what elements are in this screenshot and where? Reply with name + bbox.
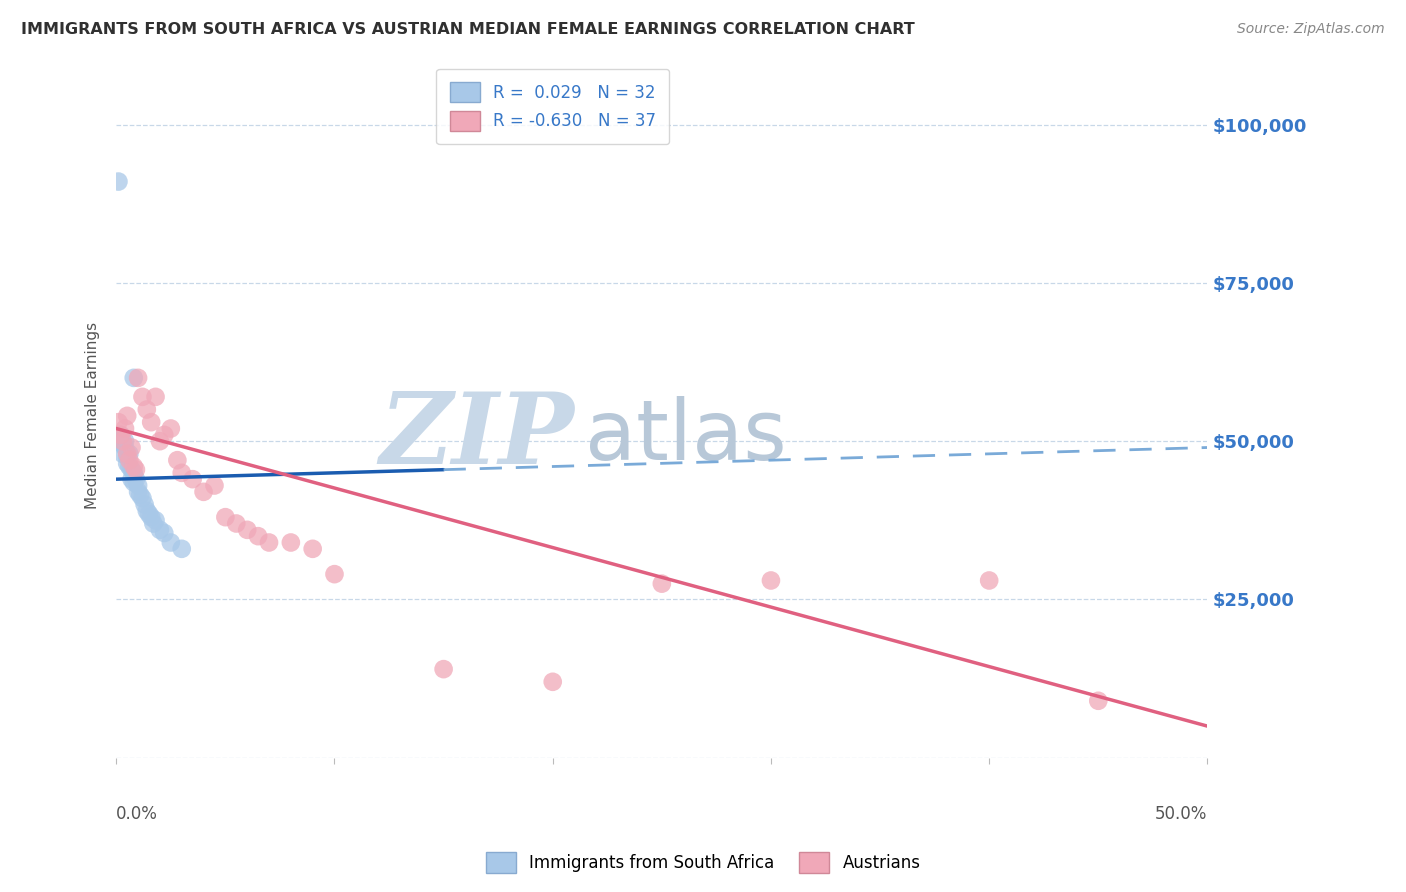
Point (127, 484, 149, 499)
Point (127, 371, 149, 385)
Point (759, 574, 782, 588)
Point (122, 475, 145, 490)
Point (225, 516, 247, 531)
Point (111, 437, 134, 451)
Point (125, 472, 148, 486)
Point (138, 507, 160, 521)
Point (1087, 694, 1109, 708)
Point (122, 459, 145, 474)
Point (118, 459, 141, 474)
Point (121, 463, 143, 477)
Point (107, 175, 129, 189)
Point (110, 427, 132, 442)
Point (301, 541, 323, 556)
Point (247, 529, 270, 543)
Point (110, 434, 132, 449)
Point (145, 390, 167, 404)
Point (118, 447, 141, 461)
Point (107, 434, 129, 449)
Point (170, 541, 193, 556)
Point (141, 510, 163, 524)
Point (134, 498, 156, 512)
Point (159, 421, 181, 435)
Point (110, 427, 132, 442)
Point (142, 516, 165, 531)
Point (280, 535, 302, 549)
Point (111, 447, 134, 461)
Point (115, 447, 138, 461)
Point (107, 415, 129, 429)
Point (170, 466, 193, 480)
Point (121, 472, 143, 486)
Point (131, 390, 153, 404)
Point (193, 484, 215, 499)
Point (115, 409, 138, 423)
Point (115, 450, 138, 464)
Point (149, 523, 172, 537)
Point (111, 434, 134, 449)
Legend: R =  0.029   N = 32, R = -0.630   N = 37: R = 0.029 N = 32, R = -0.630 N = 37 (436, 69, 669, 145)
Text: Source: ZipAtlas.com: Source: ZipAtlas.com (1237, 22, 1385, 37)
Point (122, 371, 145, 385)
Point (121, 441, 143, 455)
Point (114, 421, 136, 435)
Point (131, 491, 153, 505)
Point (115, 456, 138, 470)
Point (114, 434, 136, 449)
Point (141, 415, 163, 429)
Point (323, 567, 346, 582)
Point (979, 574, 1001, 588)
Point (135, 402, 157, 417)
Point (153, 427, 176, 442)
Point (181, 472, 204, 486)
Point (122, 466, 145, 480)
Point (204, 478, 226, 492)
Point (149, 434, 172, 449)
Point (129, 488, 152, 502)
Point (153, 526, 176, 541)
Point (433, 662, 456, 676)
Text: ZIP: ZIP (380, 388, 575, 484)
Point (541, 674, 564, 689)
Point (135, 504, 157, 518)
Y-axis label: Median Female Earnings: Median Female Earnings (86, 322, 100, 509)
Point (145, 513, 167, 527)
Point (214, 510, 236, 524)
Point (159, 535, 181, 549)
Point (127, 478, 149, 492)
Legend: Immigrants from South Africa, Austrians: Immigrants from South Africa, Austrians (479, 846, 927, 880)
Point (166, 453, 188, 467)
Text: IMMIGRANTS FROM SOUTH AFRICA VS AUSTRIAN MEDIAN FEMALE EARNINGS CORRELATION CHAR: IMMIGRANTS FROM SOUTH AFRICA VS AUSTRIAN… (21, 22, 915, 37)
Point (257, 535, 280, 549)
Point (125, 463, 148, 477)
Point (236, 523, 259, 537)
Point (114, 441, 136, 455)
Text: 0.0%: 0.0% (117, 805, 157, 823)
Text: atlas: atlas (585, 396, 787, 477)
Point (118, 453, 141, 467)
Point (651, 576, 673, 591)
Text: 50.0%: 50.0% (1154, 805, 1208, 823)
